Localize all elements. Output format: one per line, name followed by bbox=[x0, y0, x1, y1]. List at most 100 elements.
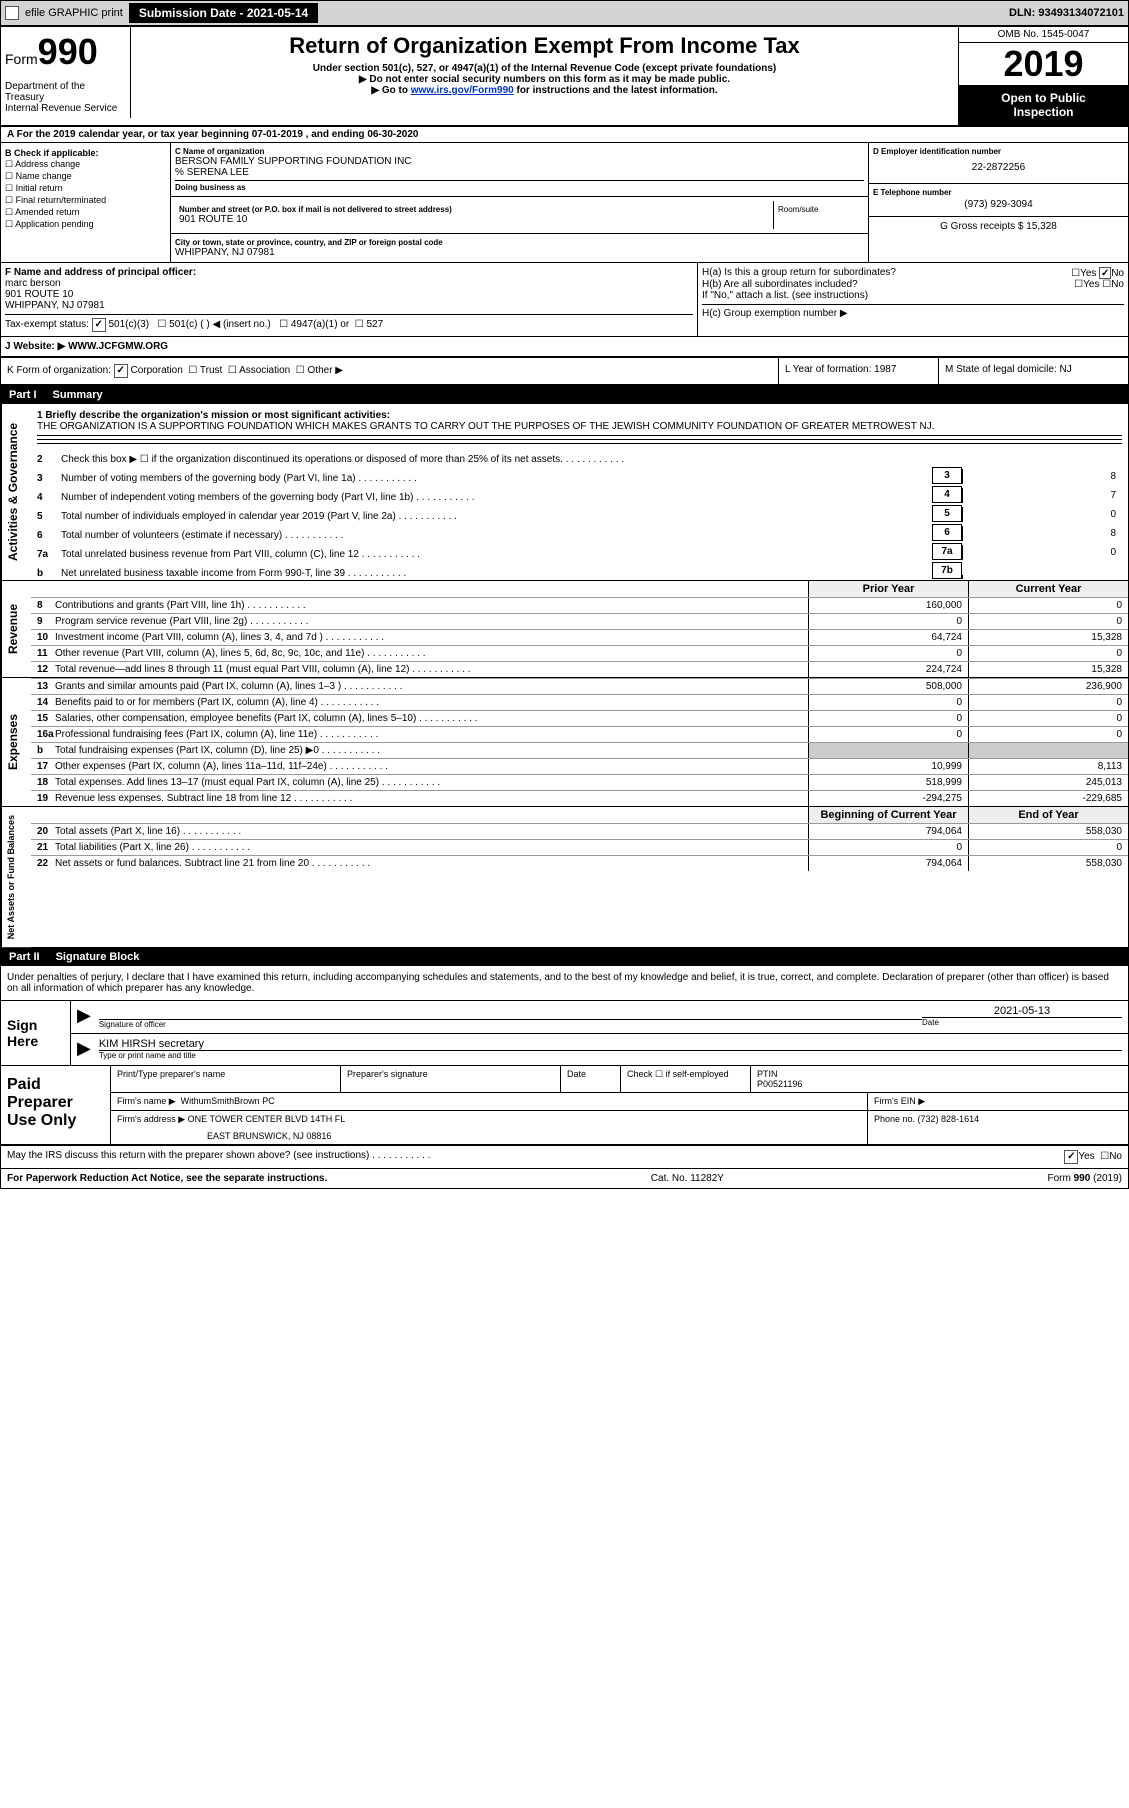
chk-amended[interactable]: ☐ Amended return bbox=[5, 207, 166, 218]
footer-left: For Paperwork Reduction Act Notice, see … bbox=[7, 1173, 327, 1184]
discuss-yes-chk[interactable] bbox=[1064, 1150, 1078, 1164]
open-public-2: Inspection bbox=[965, 105, 1122, 119]
chk-initial-return[interactable]: ☐ Initial return bbox=[5, 183, 166, 194]
open-public-1: Open to Public bbox=[965, 91, 1122, 105]
officer-addr1: 901 ROUTE 10 bbox=[5, 289, 693, 300]
form-word: Form bbox=[5, 51, 38, 67]
ein: 22-2872256 bbox=[873, 156, 1124, 179]
care-of: % SERENA LEE bbox=[175, 167, 864, 178]
box-g: G Gross receipts $ 15,328 bbox=[869, 217, 1128, 236]
info-grid: B Check if applicable: ☐ Address change … bbox=[1, 143, 1128, 263]
efile-checkbox[interactable] bbox=[5, 6, 19, 20]
data-line: 11Other revenue (Part VIII, column (A), … bbox=[31, 645, 1128, 661]
sig-date-label: Date bbox=[922, 1017, 1122, 1027]
chk-address-change[interactable]: ☐ Address change bbox=[5, 159, 166, 170]
sidebar-ag: Activities & Governance bbox=[1, 404, 31, 580]
firm-addr-label: Firm's address ▶ bbox=[117, 1114, 185, 1124]
chk-name-change[interactable]: ☐ Name change bbox=[5, 171, 166, 182]
sign-here-block: Sign Here ▶ Signature of officer 2021-05… bbox=[1, 1000, 1128, 1066]
mission-box: 1 Briefly describe the organization's mi… bbox=[31, 404, 1128, 453]
tax-year: 2019 bbox=[1003, 43, 1083, 84]
footer-mid: Cat. No. 11282Y bbox=[651, 1173, 724, 1184]
col-b-heading: B Check if applicable: bbox=[5, 148, 166, 158]
no-ssn-line: ▶ Do not enter social security numbers o… bbox=[137, 74, 952, 85]
sig-date: 2021-05-13 bbox=[922, 1005, 1122, 1017]
open-public: Open to Public Inspection bbox=[959, 85, 1128, 125]
dept-cell: Department of the Treasury Internal Reve… bbox=[1, 77, 131, 118]
data-line: 9Program service revenue (Part VIII, lin… bbox=[31, 613, 1128, 629]
gov-line: 6Total number of volunteers (estimate if… bbox=[31, 523, 1128, 542]
net-header: Beginning of Current Year End of Year bbox=[31, 807, 1128, 823]
data-line: 16aProfessional fundraising fees (Part I… bbox=[31, 726, 1128, 742]
data-line: 17Other expenses (Part IX, column (A), l… bbox=[31, 758, 1128, 774]
part2-header: Part II Signature Block bbox=[1, 948, 1128, 966]
form-number-cell: Form990 bbox=[1, 27, 131, 77]
website: WWW.JCFGMW.ORG bbox=[68, 341, 168, 352]
box-h: H(a) Is this a group return for subordin… bbox=[698, 263, 1128, 336]
hb-text: H(b) Are all subordinates included? bbox=[702, 279, 858, 290]
klm-row: K Form of organization: Corporation ☐ Tr… bbox=[1, 358, 1128, 386]
data-line: bTotal fundraising expenses (Part IX, co… bbox=[31, 742, 1128, 758]
prep-sig-h: Preparer's signature bbox=[341, 1066, 561, 1092]
omb-number: OMB No. 1545-0047 bbox=[959, 27, 1128, 43]
part2-num: Part II bbox=[9, 951, 40, 963]
goto-post: for instructions and the latest informat… bbox=[514, 85, 718, 96]
current-year-header: Current Year bbox=[968, 581, 1128, 597]
paid-preparer-label: Paid Preparer Use Only bbox=[1, 1066, 111, 1144]
data-line: 13Grants and similar amounts paid (Part … bbox=[31, 678, 1128, 694]
ptin-value: P00521196 bbox=[757, 1079, 1122, 1089]
chk-app-pending[interactable]: ☐ Application pending bbox=[5, 219, 166, 230]
city-label: City or town, state or province, country… bbox=[175, 238, 864, 247]
col-b: B Check if applicable: ☐ Address change … bbox=[1, 143, 171, 262]
footer: For Paperwork Reduction Act Notice, see … bbox=[1, 1169, 1128, 1188]
officer-print-name: KIM HIRSH secretary bbox=[99, 1038, 1122, 1050]
part1-num: Part I bbox=[9, 389, 37, 401]
form-number: 990 bbox=[38, 31, 98, 72]
street-addr: 901 ROUTE 10 bbox=[179, 214, 769, 225]
room-suite-label: Room/suite bbox=[774, 201, 864, 229]
revenue-header: Prior Year Current Year bbox=[31, 581, 1128, 597]
data-line: 18Total expenses. Add lines 13–17 (must … bbox=[31, 774, 1128, 790]
data-line: 20Total assets (Part X, line 16)794,0645… bbox=[31, 823, 1128, 839]
top-bar: efile GRAPHIC print Submission Date - 20… bbox=[1, 1, 1128, 27]
title-cell: Return of Organization Exempt From Incom… bbox=[131, 27, 958, 125]
sidebar-exp: Expenses bbox=[1, 678, 31, 806]
data-line: 8Contributions and grants (Part VIII, li… bbox=[31, 597, 1128, 613]
city-state-zip: WHIPPANY, NJ 07981 bbox=[175, 247, 864, 258]
box-l: L Year of formation: 1987 bbox=[778, 358, 938, 384]
data-line: 19Revenue less expenses. Subtract line 1… bbox=[31, 790, 1128, 806]
mission-text: THE ORGANIZATION IS A SUPPORTING FOUNDAT… bbox=[37, 421, 1122, 432]
d-label: D Employer identification number bbox=[873, 147, 1124, 156]
prior-year-header: Prior Year bbox=[808, 581, 968, 597]
chk-corp[interactable] bbox=[114, 364, 128, 378]
gov-line: 5Total number of individuals employed in… bbox=[31, 504, 1128, 523]
prep-check-h: Check ☐ if self-employed bbox=[621, 1066, 751, 1092]
right-box: OMB No. 1545-0047 2019 Open to Public In… bbox=[958, 27, 1128, 125]
dln: DLN: 93493134072101 bbox=[1009, 7, 1124, 19]
firm-addr1: ONE TOWER CENTER BLVD 14TH FL bbox=[188, 1114, 346, 1124]
discuss-row: May the IRS discuss this return with the… bbox=[1, 1146, 1128, 1169]
chk-final-return[interactable]: ☐ Final return/terminated bbox=[5, 195, 166, 206]
gov-line: 7aTotal unrelated business revenue from … bbox=[31, 542, 1128, 561]
firm-phone: Phone no. (732) 828-1614 bbox=[868, 1111, 1128, 1144]
col-cde: C Name of organization BERSON FAMILY SUP… bbox=[171, 143, 868, 262]
header-row: Form990 Department of the Treasury Inter… bbox=[1, 27, 1128, 127]
gov-line: 2Check this box ▶ ☐ if the organization … bbox=[31, 453, 1128, 466]
gov-line: 3Number of voting members of the governi… bbox=[31, 466, 1128, 485]
sig-arrow2-icon: ▶ bbox=[77, 1038, 91, 1060]
dept-line1: Department of the Treasury bbox=[5, 81, 126, 103]
part1-title: Summary bbox=[53, 389, 103, 401]
firm-ein-label: Firm's EIN ▶ bbox=[868, 1093, 1128, 1110]
chk-501c3[interactable] bbox=[92, 318, 106, 332]
gov-line: bNet unrelated business taxable income f… bbox=[31, 561, 1128, 580]
ha-no-chk[interactable] bbox=[1099, 267, 1111, 279]
j-label: J Website: ▶ bbox=[5, 341, 65, 352]
box-j: J Website: ▶ WWW.JCFGMW.ORG bbox=[1, 337, 1128, 358]
sign-here-label: Sign Here bbox=[1, 1001, 71, 1065]
sidebar-net: Net Assets or Fund Balances bbox=[1, 807, 31, 947]
data-line: 15Salaries, other compensation, employee… bbox=[31, 710, 1128, 726]
firm-addr2: EAST BRUNSWICK, NJ 08816 bbox=[207, 1131, 861, 1141]
irs-link[interactable]: www.irs.gov/Form990 bbox=[411, 85, 514, 96]
data-line: 22Net assets or fund balances. Subtract … bbox=[31, 855, 1128, 871]
mission-label: 1 Briefly describe the organization's mi… bbox=[37, 410, 1122, 421]
